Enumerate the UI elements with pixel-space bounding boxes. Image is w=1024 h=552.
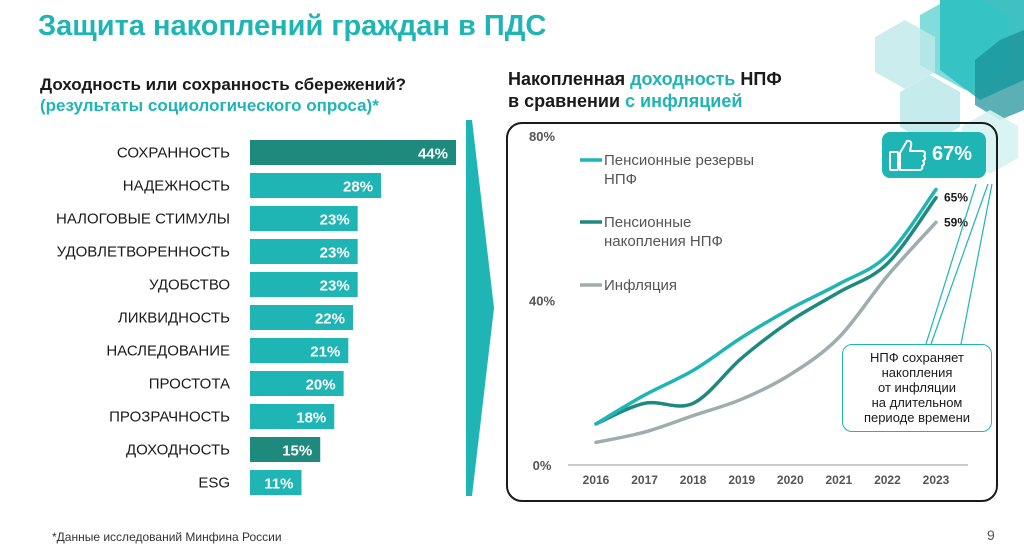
line-chart-panel (506, 122, 998, 502)
x-tick-label: 2019 (728, 473, 755, 487)
legend-label: НПФ (604, 171, 637, 188)
returns-heading: Накопленная доходность НПФ в сравнении с… (508, 68, 782, 112)
legend-label: Пенсионные (604, 214, 691, 231)
callout-pointer (925, 183, 977, 345)
callout-line: от инфляции (878, 380, 956, 395)
returns-line-chart: 0% 40% 80% 2016 2017 2018 2019 2020 2021 2022 2023… (529, 129, 993, 487)
growth-badge: 67% (882, 132, 986, 178)
callout-pointer (930, 183, 989, 345)
x-tick-label: 2022 (874, 473, 901, 487)
page-title: Защита накоплений граждан в ПДС (38, 10, 547, 42)
bar (250, 140, 456, 165)
bar-category-label: НАЛОГОВЫЕ СТИМУЛЫ (56, 211, 230, 228)
arrow-chevron-decoration (466, 120, 494, 496)
heading-part-4: в сравнении (508, 91, 626, 111)
bar (250, 338, 349, 363)
bar-value-label: 20% (306, 377, 336, 394)
bar (250, 305, 353, 330)
bar-value-label: 23% (320, 278, 350, 295)
bar-value-label: 23% (320, 212, 350, 229)
heading-part-2: доходность (630, 69, 736, 89)
x-tick-label: 2023 (923, 473, 950, 487)
legend-label: Инфляция (604, 277, 677, 294)
bar (250, 404, 335, 429)
callout-line: накопления (881, 365, 953, 380)
heading-part-5: с инфляцией (625, 91, 743, 111)
bar-category-label: СОХРАННОСТЬ (117, 145, 230, 162)
bar-value-label: 21% (310, 344, 340, 361)
heading-part-3: НПФ (735, 69, 782, 89)
badge-value: 67% (932, 143, 973, 165)
bar (250, 470, 302, 495)
x-tick-label: 2017 (631, 473, 658, 487)
series-end-label: 59% (944, 215, 968, 229)
bar-value-label: 44% (418, 146, 448, 163)
bar-value-label: 23% (320, 245, 350, 262)
bar-value-label: 11% (264, 476, 293, 493)
series-line (594, 220, 938, 445)
series-line (594, 195, 938, 426)
bar (250, 437, 321, 462)
bar (250, 206, 358, 231)
x-tick-label: 2016 (583, 473, 610, 487)
bar-category-label: ПРОЗРАЧНОСТЬ (109, 409, 230, 426)
bar (250, 272, 358, 297)
survey-bar-chart: СОХРАННОСТЬ 44% НАДЕЖНОСТЬ 28% НАЛОГОВЫЕ СТИ… (56, 140, 456, 495)
y-tick-label: 40% (529, 294, 555, 309)
y-tick-label: 0% (533, 458, 552, 473)
x-tick-label: 2018 (680, 473, 707, 487)
x-tick-label: 2020 (777, 473, 804, 487)
bar-category-label: ДОХОДНОСТЬ (126, 442, 230, 459)
legend-label: накопления НПФ (604, 233, 723, 250)
bar-category-label: ПРОСТОТА (149, 376, 230, 393)
bar-value-label: 18% (296, 410, 326, 427)
survey-question: Доходность или сохранность сбережений? (40, 75, 407, 94)
page-number: 9 (987, 527, 995, 543)
survey-heading: Доходность или сохранность сбережений? (… (40, 74, 406, 116)
footnote: *Данные исследований Минфина России (52, 530, 282, 544)
bar (250, 173, 382, 198)
y-tick-label: 80% (529, 129, 555, 144)
bar-category-label: НАСЛЕДОВАНИЕ (106, 343, 230, 360)
bar-value-label: 15% (282, 443, 312, 460)
bar-category-label: УДОБСТВО (149, 277, 230, 294)
callout-line: на длительном (871, 395, 963, 410)
bar (250, 239, 358, 264)
heading-part-1: Накопленная (508, 69, 631, 89)
conclusion-callout: НПФ сохраняет накопления от инфляции на … (842, 344, 992, 432)
series-line (594, 187, 938, 426)
bar-category-label: НАДЕЖНОСТЬ (123, 178, 230, 195)
x-tick-label: 2021 (826, 473, 853, 487)
bar (250, 371, 344, 396)
callout-line: периоде времени (863, 410, 971, 425)
survey-subheading: (результаты социологического опроса)* (40, 96, 379, 115)
bar-category-label: ESG (198, 475, 230, 492)
callout-pointer (960, 183, 993, 345)
legend-label: Пенсионные резервы (604, 152, 754, 169)
bar-value-label: 22% (315, 311, 345, 328)
bar-value-label: 28% (343, 179, 373, 196)
bar-category-label: ЛИКВИДНОСТЬ (118, 310, 230, 327)
bar-category-label: УДОВЛЕТВОРЕННОСТЬ (57, 244, 231, 261)
thumbs-up-icon (889, 139, 927, 171)
series-end-label: 65% (944, 191, 968, 205)
callout-line: НПФ сохраняет (870, 350, 964, 365)
